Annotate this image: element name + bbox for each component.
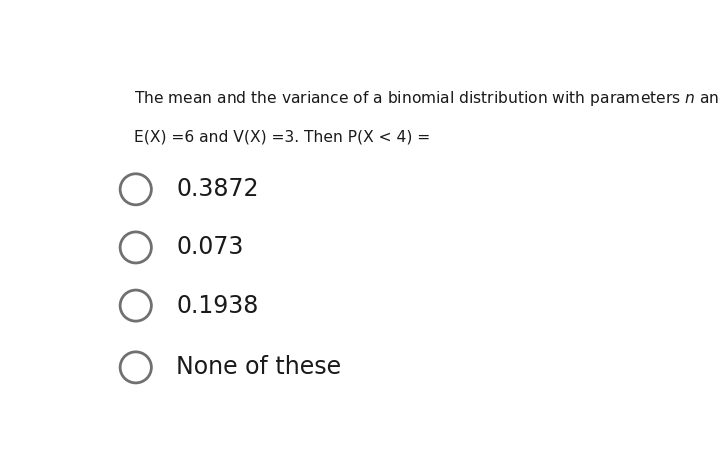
Text: None of these: None of these — [176, 355, 341, 379]
Text: The mean and the variance of a binomial distribution with parameters $n$ and $p$: The mean and the variance of a binomial … — [133, 89, 720, 109]
Text: 0.3872: 0.3872 — [176, 177, 259, 201]
Text: 0.1938: 0.1938 — [176, 294, 259, 318]
Text: 0.073: 0.073 — [176, 236, 244, 260]
Text: E(X) =6 and V(X) =3. Then P(X < 4) =: E(X) =6 and V(X) =3. Then P(X < 4) = — [133, 129, 430, 144]
